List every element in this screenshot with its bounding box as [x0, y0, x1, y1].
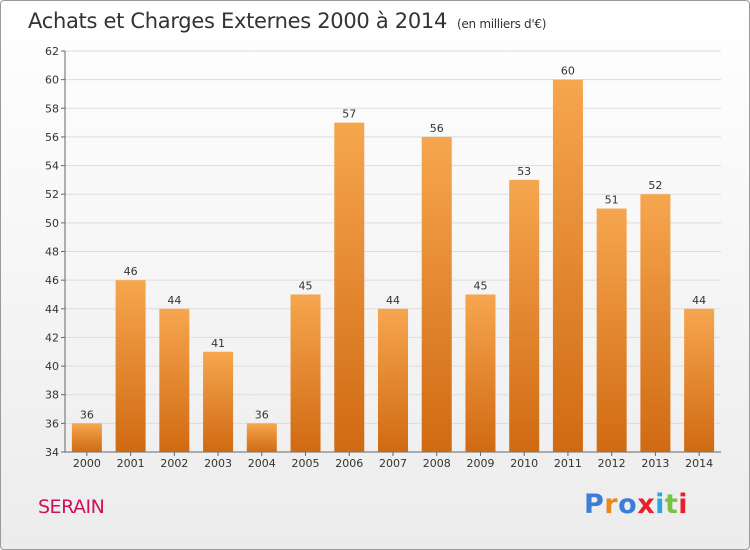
chart-subtitle: (en milliers d'€) — [457, 17, 547, 31]
bar — [421, 136, 452, 452]
y-tick-label: 44 — [45, 303, 59, 316]
bar — [71, 423, 102, 452]
y-tick-label: 42 — [45, 331, 59, 344]
logo-letter: x — [637, 489, 656, 520]
x-tick-label: 2004 — [248, 457, 276, 470]
bar — [509, 179, 540, 452]
x-tick-label: 2002 — [160, 457, 188, 470]
y-tick-label: 46 — [45, 274, 59, 287]
bar-value-label: 36 — [80, 408, 94, 421]
bar-value-label: 53 — [517, 165, 531, 178]
bar-value-label: 57 — [342, 108, 356, 121]
logo-letter: t — [664, 489, 679, 520]
bar — [203, 351, 234, 452]
y-tick-label: 60 — [45, 74, 59, 87]
bar-value-label: 60 — [561, 65, 575, 78]
bar — [115, 280, 146, 452]
y-tick-label: 54 — [45, 160, 59, 173]
bar — [596, 208, 627, 452]
bar-value-label: 44 — [692, 294, 706, 307]
x-tick-label: 2011 — [554, 457, 582, 470]
logo-letter: i — [655, 489, 665, 520]
logo-letter: o — [618, 489, 638, 520]
x-tick-label: 2007 — [379, 457, 407, 470]
proxiti-logo: Proxiti — [584, 489, 688, 520]
x-tick-label: 2005 — [292, 457, 320, 470]
x-tick-label: 2014 — [685, 457, 713, 470]
logo-letter: P — [584, 489, 605, 520]
bar-value-label: 36 — [255, 408, 269, 421]
bar-value-label: 52 — [648, 179, 662, 192]
bar-value-label: 45 — [473, 279, 487, 292]
x-tick-label: 2006 — [335, 457, 363, 470]
y-axis-ticks: 34 36 38 40 42 44 46 48 50 52 54 56 58 60 62 — [45, 45, 65, 459]
bars: 36 46 44 41 36 45 57 44 56 45 53 60 51 52 44 — [71, 65, 715, 453]
chart-title: Achats et Charges Externes 2000 à 2014 (e… — [28, 9, 546, 33]
y-tick-label: 50 — [45, 217, 59, 230]
bar — [640, 194, 671, 452]
logo-letter: i — [678, 489, 689, 520]
bar-value-label: 41 — [211, 337, 225, 350]
bar-value-label: 44 — [386, 294, 400, 307]
bar-value-label: 44 — [167, 294, 181, 307]
y-tick-label: 52 — [45, 188, 59, 201]
logo-letter: r — [604, 489, 619, 520]
bar — [378, 308, 408, 452]
bar — [552, 79, 583, 453]
x-tick-label: 2000 — [73, 457, 101, 470]
x-tick-label: 2013 — [641, 457, 669, 470]
bar-value-label: 46 — [124, 265, 138, 278]
bar — [684, 308, 715, 452]
bar — [334, 122, 365, 452]
bar — [290, 294, 321, 452]
y-tick-label: 40 — [45, 360, 59, 373]
x-tick-label: 2008 — [423, 457, 451, 470]
x-tick-label: 2009 — [466, 457, 494, 470]
bar — [159, 308, 190, 452]
y-tick-label: 56 — [45, 131, 59, 144]
x-tick-label: 2010 — [510, 457, 538, 470]
x-axis-ticks: 2000 2001 2002 2003 2004 2005 2006 2007 2008 2009… — [73, 452, 713, 470]
x-tick-label: 2003 — [204, 457, 232, 470]
x-tick-label: 2001 — [117, 457, 145, 470]
x-tick-label: 2012 — [598, 457, 626, 470]
town-name: SERAIN — [38, 496, 105, 518]
y-tick-label: 48 — [45, 246, 59, 259]
bar-value-label: 45 — [299, 279, 313, 292]
y-tick-label: 62 — [45, 45, 59, 58]
y-tick-label: 34 — [45, 446, 59, 459]
bar — [465, 294, 496, 452]
bar-value-label: 56 — [430, 122, 444, 135]
y-tick-label: 58 — [45, 102, 59, 115]
bar — [246, 423, 277, 452]
bar-value-label: 51 — [605, 194, 619, 207]
y-tick-label: 38 — [45, 389, 59, 402]
chart-title-text: Achats et Charges Externes 2000 à 2014 — [28, 9, 448, 33]
y-tick-label: 36 — [45, 417, 59, 430]
